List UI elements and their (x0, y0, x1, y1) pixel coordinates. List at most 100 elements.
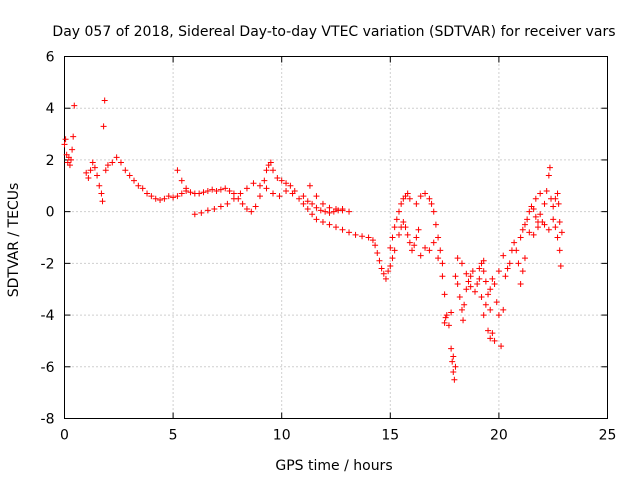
data-point (441, 291, 448, 298)
data-point (261, 177, 268, 184)
data-point (270, 190, 277, 197)
data-point (248, 208, 255, 215)
data-point (458, 306, 465, 313)
y-tick-label: 2 (46, 153, 55, 169)
data-point (109, 159, 116, 166)
data-point (541, 200, 548, 207)
data-point (526, 229, 533, 236)
y-tick-label: -2 (41, 256, 55, 272)
data-point (398, 200, 405, 207)
data-point (213, 187, 220, 194)
data-point (333, 206, 339, 213)
chart-title: Day 057 of 2018, Sidereal Day-to-day VTE… (52, 24, 615, 40)
data-point (491, 337, 498, 344)
data-point (554, 234, 561, 241)
data-point (441, 319, 448, 326)
data-point (389, 234, 396, 241)
data-point (485, 291, 492, 298)
data-point (458, 260, 465, 267)
data-point (463, 270, 470, 277)
data-point (393, 216, 400, 223)
data-point (382, 275, 389, 282)
data-point (313, 216, 320, 223)
data-point (395, 231, 402, 238)
y-tick-label: -8 (41, 412, 55, 428)
data-point (485, 327, 492, 334)
data-point (517, 281, 524, 288)
data-point (174, 193, 181, 200)
data-point (217, 186, 224, 193)
data-point (554, 190, 561, 197)
data-point (445, 322, 452, 329)
data-point (389, 255, 396, 262)
data-point (274, 175, 281, 182)
data-point (239, 200, 246, 207)
data-point (422, 244, 429, 251)
data-point (546, 164, 553, 171)
data-point (474, 281, 481, 288)
data-point (517, 234, 524, 241)
data-point (333, 224, 339, 231)
data-point (451, 376, 458, 383)
data-point (83, 169, 90, 176)
data-point (467, 283, 474, 290)
data-point (487, 335, 494, 342)
data-point (437, 247, 444, 254)
data-point (513, 247, 520, 254)
data-point (104, 162, 111, 169)
data-point (450, 368, 457, 375)
data-point (117, 159, 124, 166)
data-point (131, 177, 138, 184)
x-tick-label: 0 (60, 428, 69, 444)
data-point (391, 224, 398, 231)
data-point (435, 234, 442, 241)
data-point (304, 198, 311, 205)
data-point (300, 200, 307, 207)
data-point (461, 301, 468, 308)
data-point (256, 182, 263, 189)
data-point (498, 343, 505, 350)
data-point (276, 193, 283, 200)
data-point (493, 299, 500, 306)
data-point (296, 195, 303, 202)
data-point (91, 164, 98, 171)
data-point (346, 229, 353, 236)
data-point (317, 207, 324, 214)
data-point (443, 312, 450, 319)
data-point (417, 193, 424, 200)
data-point (422, 190, 429, 197)
data-point (545, 226, 552, 233)
x-tick-label: 5 (169, 428, 178, 444)
data-point (263, 185, 270, 192)
data-series (61, 97, 565, 383)
data-point (556, 247, 563, 254)
data-point (454, 255, 461, 262)
x-tick-label: 25 (599, 428, 617, 444)
data-point (165, 193, 172, 200)
data-point (304, 206, 311, 213)
data-point (415, 226, 422, 233)
data-point (309, 200, 316, 207)
data-point (196, 190, 203, 197)
data-point (543, 187, 550, 194)
data-point (69, 146, 76, 153)
data-point (413, 234, 420, 241)
data-point (555, 200, 562, 207)
data-point (521, 221, 528, 228)
data-point (96, 182, 103, 189)
data-point (94, 172, 101, 179)
data-point (170, 194, 177, 201)
data-point (287, 182, 294, 189)
data-point (460, 317, 467, 324)
data-point (530, 206, 537, 213)
data-point (467, 273, 474, 280)
data-point (148, 193, 155, 200)
data-point (400, 218, 407, 225)
data-point (404, 190, 411, 197)
data-point (100, 123, 107, 130)
grid-lines (64, 56, 608, 419)
data-point (374, 250, 381, 257)
data-point (541, 221, 548, 228)
data-point (204, 187, 211, 194)
